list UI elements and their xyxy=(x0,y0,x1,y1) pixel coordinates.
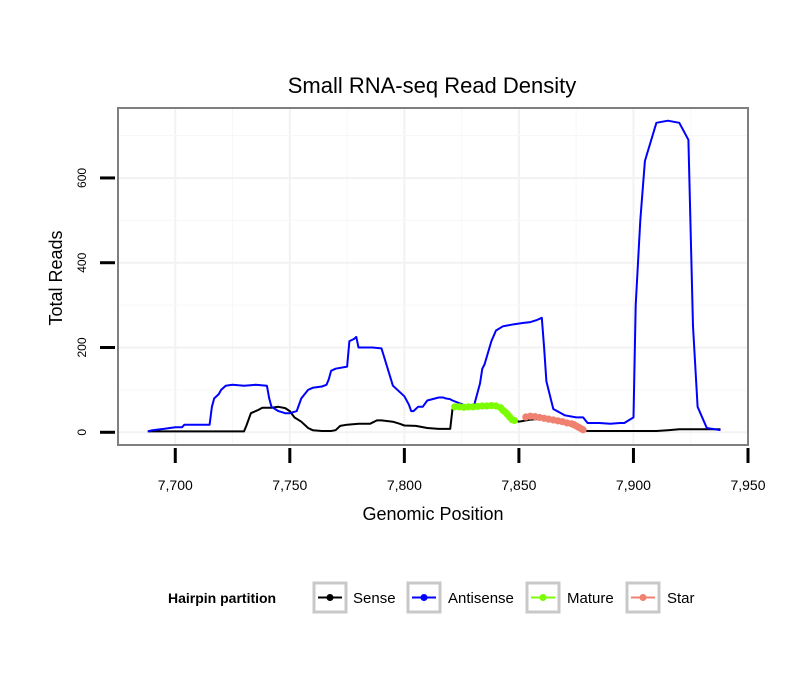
y-tick-label: 200 xyxy=(75,337,89,357)
x-tick-label: 7,900 xyxy=(616,477,651,493)
legend-items: Sense Antisense Mature Star xyxy=(312,581,695,614)
legend-label-sense: Sense xyxy=(353,590,396,607)
legend-dot-sense xyxy=(326,594,334,601)
y-tick-label: 400 xyxy=(75,252,89,272)
series-mature-point xyxy=(510,416,518,425)
x-tick-label: 7,750 xyxy=(272,477,307,493)
x-tick-label: 7,700 xyxy=(158,477,193,493)
axes: 7,700 7,750 7,800 7,850 7,900 7,950 0 200 400 600 xyxy=(75,168,766,493)
legend-dot-antisense xyxy=(420,594,428,601)
y-tick-label: 0 xyxy=(75,429,89,436)
series-antisense-line xyxy=(147,119,721,433)
series-layer xyxy=(147,119,721,434)
legend-dot-mature xyxy=(539,594,547,601)
x-axis-label: Genomic Position xyxy=(362,504,503,524)
legend-label-star: Star xyxy=(667,590,695,607)
chart-title: Small RNA-seq Read Density xyxy=(288,73,577,98)
legend-dot-star xyxy=(639,594,647,601)
x-tick-label: 7,850 xyxy=(501,477,536,493)
series-star-point xyxy=(579,426,587,434)
legend: Hairpin partition Sense Antisense Mature St… xyxy=(168,581,695,614)
y-tick-label: 600 xyxy=(75,168,89,188)
legend-label-mature: Mature xyxy=(567,590,614,607)
x-tick-label: 7,800 xyxy=(387,477,422,493)
legend-label-antisense: Antisense xyxy=(448,590,514,607)
legend-title: Hairpin partition xyxy=(168,590,276,606)
y-axis-label: Total Reads xyxy=(46,230,66,325)
plot-panel xyxy=(117,107,749,446)
x-tick-label: 7,950 xyxy=(730,477,765,493)
